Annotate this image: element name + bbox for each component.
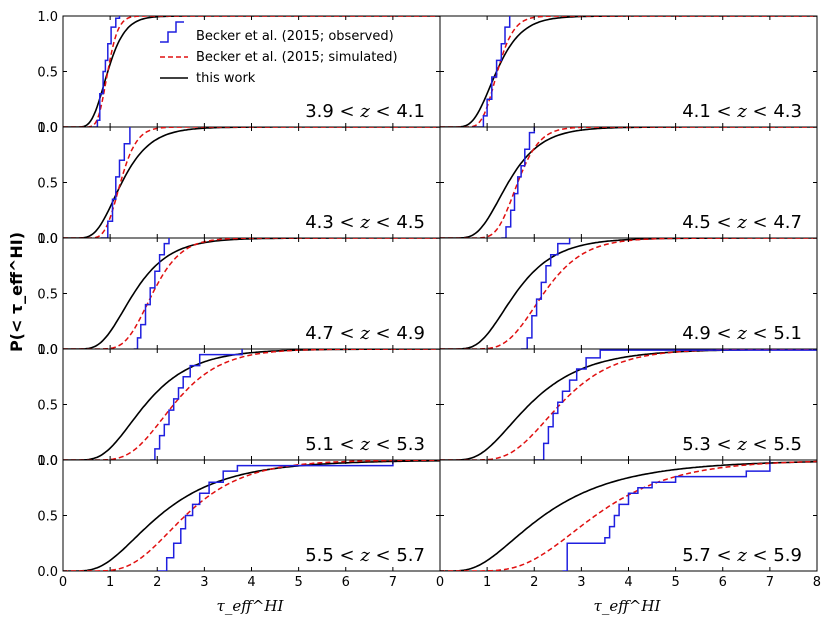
y-tick-label: 0.0: [37, 565, 58, 580]
observed-steps: [562, 460, 771, 571]
x-tick-label-right: 1: [483, 575, 491, 590]
x-tick-label-left: 3: [200, 575, 208, 590]
panel-7: 5.1 < z < 5.3: [62, 348, 441, 461]
redshift-range-label: 5.7 < z < 5.9: [682, 545, 802, 566]
y-tick-label: 0.5: [37, 288, 58, 303]
redshift-range-label: 4.3 < z < 4.5: [305, 212, 425, 233]
legend: Becker et al. (2015; observed) Becker et…: [160, 21, 398, 86]
x-tick-label-left: 6: [342, 575, 350, 590]
axes-layer: 1.00.50.01.00.50.01.00.50.01.00.50.01.00…: [37, 10, 821, 590]
x-tick-label-right: 4: [624, 575, 632, 590]
y-tick-label: 0.0: [37, 454, 58, 469]
y-tick-label: 0.0: [37, 121, 58, 136]
x-axis-label-right: τ_eff^HI: [594, 597, 662, 615]
x-axis-label-left: τ_eff^HI: [217, 597, 285, 615]
legend-this-work-label: this work: [196, 71, 256, 86]
x-tick-label-right: 7: [766, 575, 774, 590]
redshift-range-label: 4.7 < z < 4.9: [305, 323, 425, 344]
panel-2: 4.1 < z < 4.3: [439, 15, 818, 128]
panel-10: 5.7 < z < 5.9: [439, 459, 818, 572]
x-tick-label-right: 8: [813, 575, 821, 590]
y-tick-label: 0.5: [37, 399, 58, 414]
x-tick-label-right: 6: [719, 575, 727, 590]
x-tick-label-left: 7: [389, 575, 397, 590]
redshift-range-label: 4.1 < z < 4.3: [682, 101, 802, 122]
panels-layer: 3.9 < z < 4.1 4.1 < z < 4.3 4.3 < z < 4.5 4…: [62, 15, 818, 572]
x-tick-label-left: 4: [247, 575, 255, 590]
redshift-range-label: 4.5 < z < 4.7: [682, 212, 802, 233]
redshift-range-label: 5.5 < z < 5.7: [305, 545, 425, 566]
y-tick-label: 0.5: [37, 177, 58, 192]
panel-4: 4.5 < z < 4.7: [439, 126, 818, 239]
observed-steps: [133, 238, 170, 349]
redshift-range-label: 4.9 < z < 5.1: [682, 323, 802, 344]
y-axis-label: P(< τ_eff^HI): [7, 232, 26, 352]
panel-3: 4.3 < z < 4.5: [62, 126, 441, 239]
redshift-range-label: 3.9 < z < 4.1: [305, 101, 425, 122]
this-work-line: [440, 460, 817, 571]
x-tick-label-right: 2: [530, 575, 538, 590]
legend-observed-swatch: [160, 21, 184, 43]
this-work-line: [63, 460, 440, 571]
panel-6: 4.9 < z < 5.1: [439, 237, 818, 350]
y-tick-label: 0.5: [37, 66, 58, 81]
y-tick-label: 0.0: [37, 232, 58, 247]
redshift-range-label: 5.1 < z < 5.3: [305, 434, 425, 455]
legend-simulated-label: Becker et al. (2015; simulated): [196, 50, 398, 65]
redshift-range-label: 5.3 < z < 5.5: [682, 434, 802, 455]
y-tick-label: 1.0: [37, 232, 58, 247]
simulated-line: [63, 127, 440, 238]
this-work-line: [63, 16, 440, 127]
y-tick-label: 0.0: [37, 343, 58, 358]
x-tick-label-left: 2: [153, 575, 161, 590]
observed-steps: [157, 460, 394, 571]
x-tick-label-right: 3: [577, 575, 585, 590]
x-tick-label-left: 0: [59, 575, 67, 590]
observed-steps: [501, 127, 536, 238]
y-tick-label: 0.5: [37, 510, 58, 525]
observed-steps: [150, 349, 243, 460]
y-tick-label: 1.0: [37, 10, 58, 25]
observed-steps: [534, 349, 817, 460]
panel-8: 5.3 < z < 5.5: [439, 348, 818, 461]
x-tick-label-left: 5: [294, 575, 302, 590]
this-work-line: [440, 16, 817, 127]
y-tick-label: 1.0: [37, 121, 58, 136]
observed-steps: [521, 238, 571, 349]
simulated-line: [440, 16, 817, 127]
panel-5: 4.7 < z < 4.9: [62, 237, 441, 350]
observed-steps: [100, 127, 131, 238]
x-tick-label-right: 5: [671, 575, 679, 590]
y-tick-label: 1.0: [37, 343, 58, 358]
legend-observed-label: Becker et al. (2015; observed): [196, 29, 394, 44]
y-tick-label: 1.0: [37, 454, 58, 469]
x-tick-label-left: 1: [106, 575, 114, 590]
x-tick-label-right: 0: [436, 575, 444, 590]
panel-9: 5.5 < z < 5.7: [62, 459, 441, 572]
simulated-line: [63, 460, 440, 571]
observed-steps: [473, 16, 511, 127]
simulated-line: [63, 349, 440, 460]
observed-steps: [92, 16, 121, 127]
